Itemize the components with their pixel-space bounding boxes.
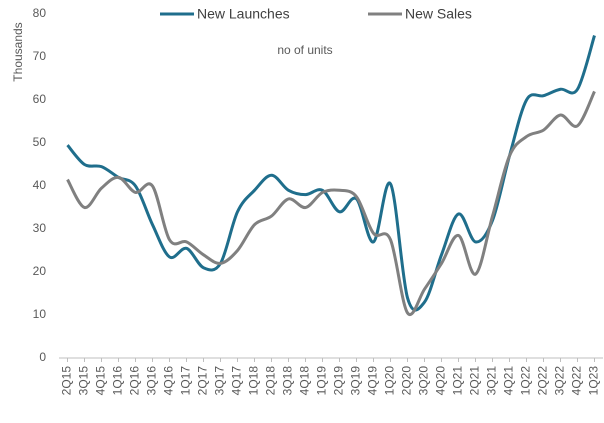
x-tick-label: 4Q16 <box>162 366 176 396</box>
y-tick-label: 80 <box>33 6 47 20</box>
y-tick-label: 60 <box>33 92 47 106</box>
annotation: no of units <box>277 43 332 57</box>
x-tick-label: 2Q22 <box>536 366 550 396</box>
x-tick-label: 1Q20 <box>383 366 397 396</box>
x-tick-label: 4Q21 <box>502 366 516 396</box>
x-tick-label: 4Q20 <box>434 366 448 396</box>
x-tick-label: 4Q22 <box>570 366 584 396</box>
y-tick-label: 70 <box>33 49 47 63</box>
y-tick-label: 10 <box>33 307 47 321</box>
x-tick-label: 3Q17 <box>213 366 227 396</box>
x-tick-label: 4Q15 <box>94 366 108 396</box>
x-tick-label: 3Q22 <box>553 366 567 396</box>
y-tick-label: 50 <box>33 135 47 149</box>
x-tick-label: 4Q18 <box>298 366 312 396</box>
x-tick-label: 1Q17 <box>179 366 193 396</box>
y-tick-label: 20 <box>33 264 47 278</box>
x-tick-label: 2Q19 <box>332 366 346 396</box>
y-axis-label: Thousands <box>11 22 25 81</box>
x-tick-label: 2Q17 <box>196 366 210 396</box>
x-tick-label: 3Q20 <box>417 366 431 396</box>
x-tick-label: 1Q16 <box>111 366 125 396</box>
x-tick-label: 4Q17 <box>230 366 244 396</box>
x-tick-label: 3Q16 <box>145 366 159 396</box>
x-tick-label: 2Q21 <box>468 366 482 396</box>
x-tick-label: 1Q18 <box>247 366 261 396</box>
series-line <box>66 90 596 317</box>
y-tick-label: 40 <box>33 178 47 192</box>
y-tick-label: 30 <box>33 221 47 235</box>
series-line <box>66 35 596 312</box>
x-tick-label: 1Q21 <box>451 366 465 396</box>
x-tick-label: 3Q18 <box>281 366 295 396</box>
x-tick-label: 3Q21 <box>485 366 499 396</box>
legend-label: New Sales <box>405 6 472 22</box>
x-tick-label: 1Q23 <box>587 366 601 396</box>
x-tick-label: 3Q15 <box>77 366 91 396</box>
x-tick-label: 1Q19 <box>315 366 329 396</box>
x-tick-label: 2Q15 <box>60 366 74 396</box>
legend-label: New Launches <box>197 6 290 22</box>
x-tick-label: 2Q18 <box>264 366 278 396</box>
x-tick-label: 2Q16 <box>128 366 142 396</box>
x-tick-label: 2Q20 <box>400 366 414 396</box>
x-tick-label: 4Q19 <box>366 366 380 396</box>
x-tick-label: 3Q19 <box>349 366 363 396</box>
y-tick-label: 0 <box>39 350 46 364</box>
x-tick-label: 1Q22 <box>519 366 533 396</box>
